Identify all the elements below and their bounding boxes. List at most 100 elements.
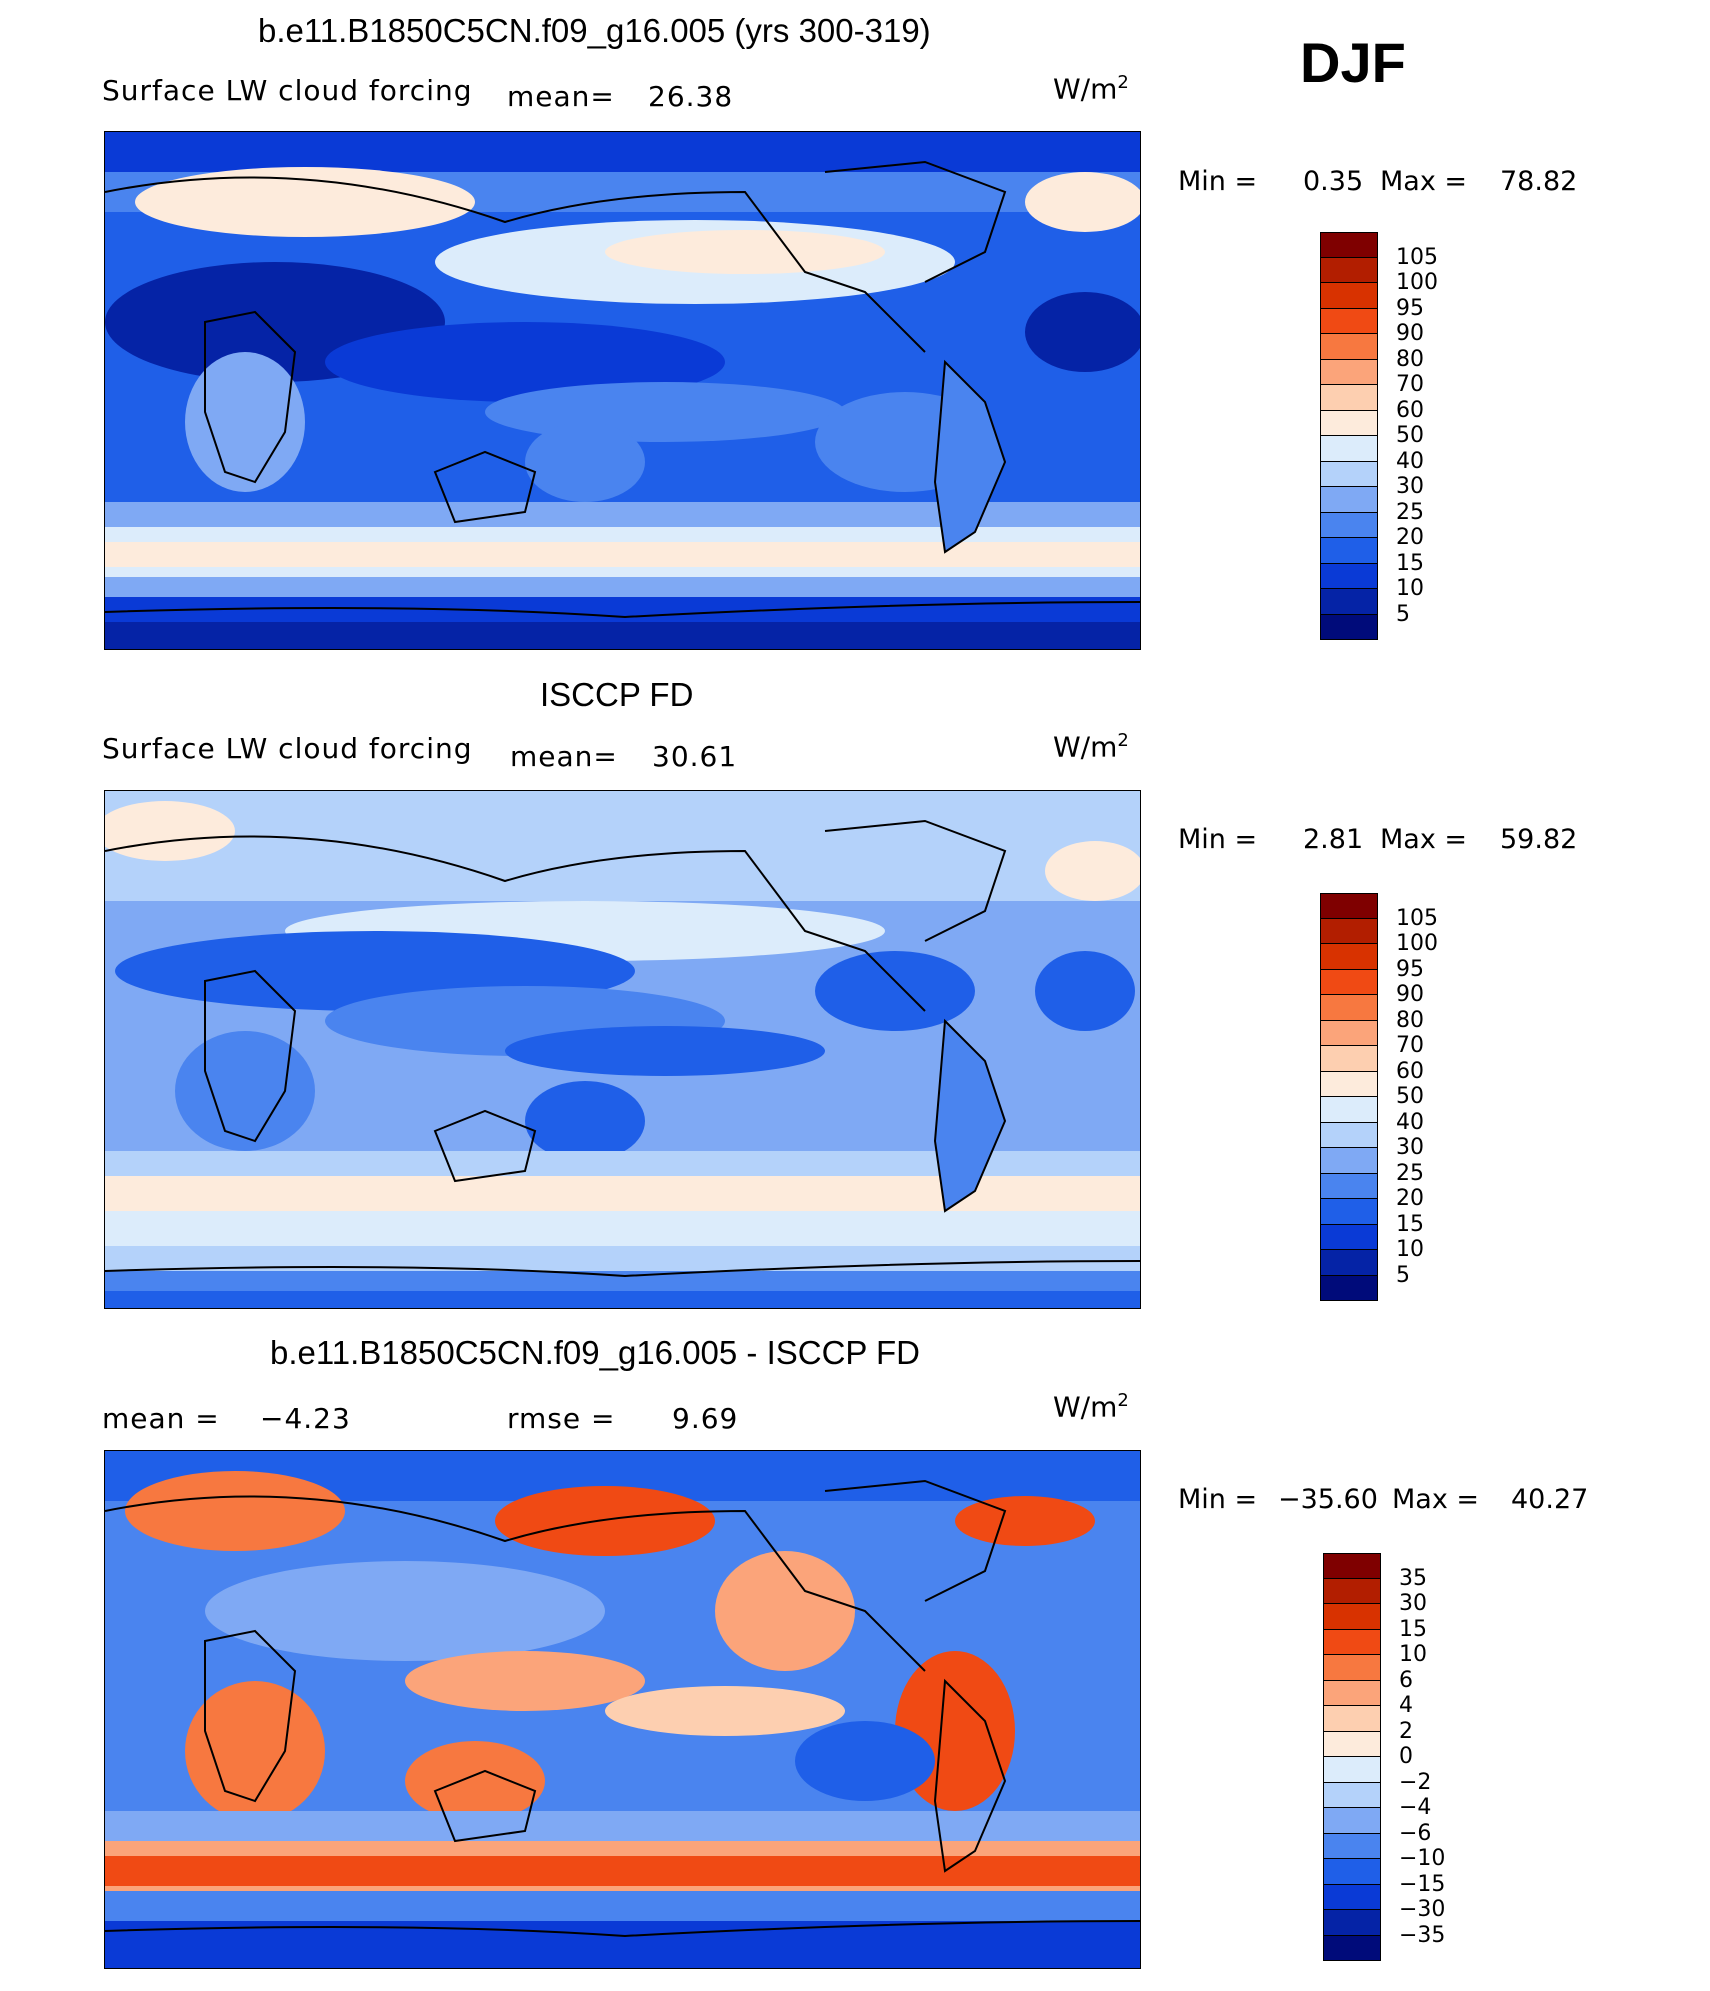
colorbar-tick-label: −4 <box>1399 1795 1432 1820</box>
colorbar-tick-label: 90 <box>1396 321 1424 346</box>
panel-model-map <box>104 131 1141 650</box>
colorbar-box <box>1320 1199 1378 1225</box>
panel-diff-colorbar: 35 30 15 10 6 4 2 0 −2 −4 −6 −10 −15 −30 −35 <box>1323 1553 1463 1961</box>
colorbar-frame <box>1323 1553 1381 1961</box>
colorbar-box <box>1320 385 1378 411</box>
panel-diff-max-value: 40.27 <box>1511 1484 1589 1515</box>
colorbar-box <box>1323 1731 1381 1757</box>
colorbar-box <box>1320 1020 1378 1046</box>
colorbar-box <box>1320 614 1378 640</box>
colorbar-tick-label: −10 <box>1399 1846 1446 1871</box>
colorbar-tick-label: 2 <box>1399 1718 1413 1744</box>
colorbar-tick-label: 105 <box>1396 905 1438 931</box>
panel-diff-rmse-label: rmse = <box>507 1402 616 1435</box>
colorbar-box <box>1320 1173 1378 1199</box>
colorbar-box <box>1320 487 1378 513</box>
colorbar-box <box>1320 410 1378 436</box>
panel-model-variable-label: Surface LW cloud forcing <box>102 74 473 107</box>
colorbar-tick-label: 10 <box>1396 576 1424 601</box>
panel-model-mean-label: mean= <box>507 80 615 113</box>
panel-obs-mean-label: mean= <box>510 740 618 773</box>
colorbar-tick-label: 30 <box>1399 1591 1427 1616</box>
colorbar-box <box>1320 1046 1378 1072</box>
colorbar-box <box>1323 1859 1381 1885</box>
panel-diff-units: W/m2 <box>1053 1390 1129 1424</box>
panel-obs-max-value: 59.82 <box>1500 824 1578 855</box>
colorbar-box <box>1323 1757 1381 1783</box>
panel-diff-rmse-value: 9.69 <box>672 1402 739 1435</box>
colorbar-tick-label: −2 <box>1399 1769 1432 1795</box>
colorbar-tick-label: −15 <box>1399 1871 1446 1897</box>
colorbar-tick-label: 35 <box>1399 1565 1427 1591</box>
colorbar-box <box>1320 334 1378 360</box>
colorbar-tick-label: 80 <box>1396 1007 1424 1033</box>
colorbar-box <box>1320 1097 1378 1123</box>
panel-model-colorbar: 105 100 95 90 80 70 60 50 40 30 25 20 15 10 5 <box>1320 232 1460 640</box>
colorbar-box <box>1323 1706 1381 1732</box>
colorbar-tick-label: 20 <box>1396 525 1424 550</box>
colorbar-box <box>1320 257 1378 283</box>
panel-obs-title: ISCCP FD <box>540 676 694 713</box>
colorbar-box <box>1320 308 1378 334</box>
panel-obs-min-label: Min = <box>1178 824 1258 855</box>
colorbar-box <box>1323 1629 1381 1655</box>
colorbar-box <box>1320 969 1378 995</box>
panel-model-title: b.e11.B1850C5CN.f09_g16.005 (yrs 300-319… <box>258 12 931 49</box>
colorbar-tick-label: 100 <box>1396 270 1438 295</box>
panel-obs-mean-value: 30.61 <box>652 740 738 773</box>
colorbar-box <box>1320 1224 1378 1250</box>
colorbar-frame <box>1320 893 1378 1301</box>
colorbar-tick-label: 15 <box>1396 1211 1424 1237</box>
panel-diff-map <box>104 1450 1141 1969</box>
colorbar-box <box>1320 283 1378 309</box>
colorbar-tick-label: 60 <box>1396 1058 1424 1084</box>
colorbar-box <box>1320 1071 1378 1097</box>
colorbar-box <box>1320 232 1378 258</box>
colorbar-tick-label: −30 <box>1399 1897 1446 1922</box>
colorbar-box <box>1323 1604 1381 1630</box>
colorbar-tick-label: 95 <box>1396 956 1424 982</box>
colorbar-tick-label: 95 <box>1396 295 1424 321</box>
colorbar-box <box>1323 1553 1381 1579</box>
panel-model-mean-value: 26.38 <box>648 80 734 113</box>
colorbar-box <box>1320 538 1378 564</box>
colorbar-box <box>1323 1782 1381 1808</box>
colorbar-tick-label: 10 <box>1396 1237 1424 1262</box>
panel-diff-title: b.e11.B1850C5CN.f09_g16.005 - ISCCP FD <box>270 1334 920 1371</box>
colorbar-box <box>1323 1884 1381 1910</box>
colorbar-tick-label: 20 <box>1396 1186 1424 1211</box>
panel-diff-min-label: Min = <box>1178 1484 1258 1515</box>
colorbar-tick-label: 80 <box>1396 346 1424 372</box>
colorbar-box <box>1320 995 1378 1021</box>
panel-diff-max-label: Max = <box>1392 1484 1480 1515</box>
panel-obs-map <box>104 790 1141 1309</box>
panel-model-units: W/m2 <box>1053 72 1129 106</box>
colorbar-box <box>1320 436 1378 462</box>
colorbar-tick-label: 25 <box>1396 1160 1424 1186</box>
colorbar-box <box>1323 1680 1381 1706</box>
colorbar-tick-label: 5 <box>1396 601 1410 627</box>
colorbar-box <box>1320 589 1378 615</box>
colorbar-tick-label: 70 <box>1396 1033 1424 1058</box>
panel-obs-max-label: Max = <box>1380 824 1468 855</box>
colorbar-tick-label: 25 <box>1396 499 1424 525</box>
colorbar-tick-label: 10 <box>1399 1642 1427 1667</box>
colorbar-tick-label: 70 <box>1396 372 1424 397</box>
colorbar-box <box>1320 359 1378 385</box>
colorbar-tick-label: 50 <box>1396 1084 1424 1109</box>
colorbar-box <box>1323 1655 1381 1681</box>
colorbar-box <box>1320 1122 1378 1148</box>
colorbar-tick-label: 15 <box>1396 550 1424 576</box>
season-label: DJF <box>1300 31 1406 94</box>
panel-diff-mean-label: mean = <box>102 1402 220 1435</box>
panel-obs-colorbar: 105 100 95 90 80 70 60 50 40 30 25 20 15 10 5 <box>1320 893 1460 1301</box>
panel-diff-min-value: −35.60 <box>1278 1484 1378 1515</box>
colorbar-box <box>1320 1148 1378 1174</box>
colorbar-tick-label: 60 <box>1396 397 1424 423</box>
colorbar-box <box>1323 1833 1381 1859</box>
colorbar-tick-label: −35 <box>1399 1922 1446 1948</box>
colorbar-tick-label: 105 <box>1396 244 1438 270</box>
colorbar-tick-label: 100 <box>1396 931 1438 956</box>
panel-obs-variable-label: Surface LW cloud forcing <box>102 732 473 765</box>
colorbar-tick-label: 40 <box>1396 448 1424 474</box>
